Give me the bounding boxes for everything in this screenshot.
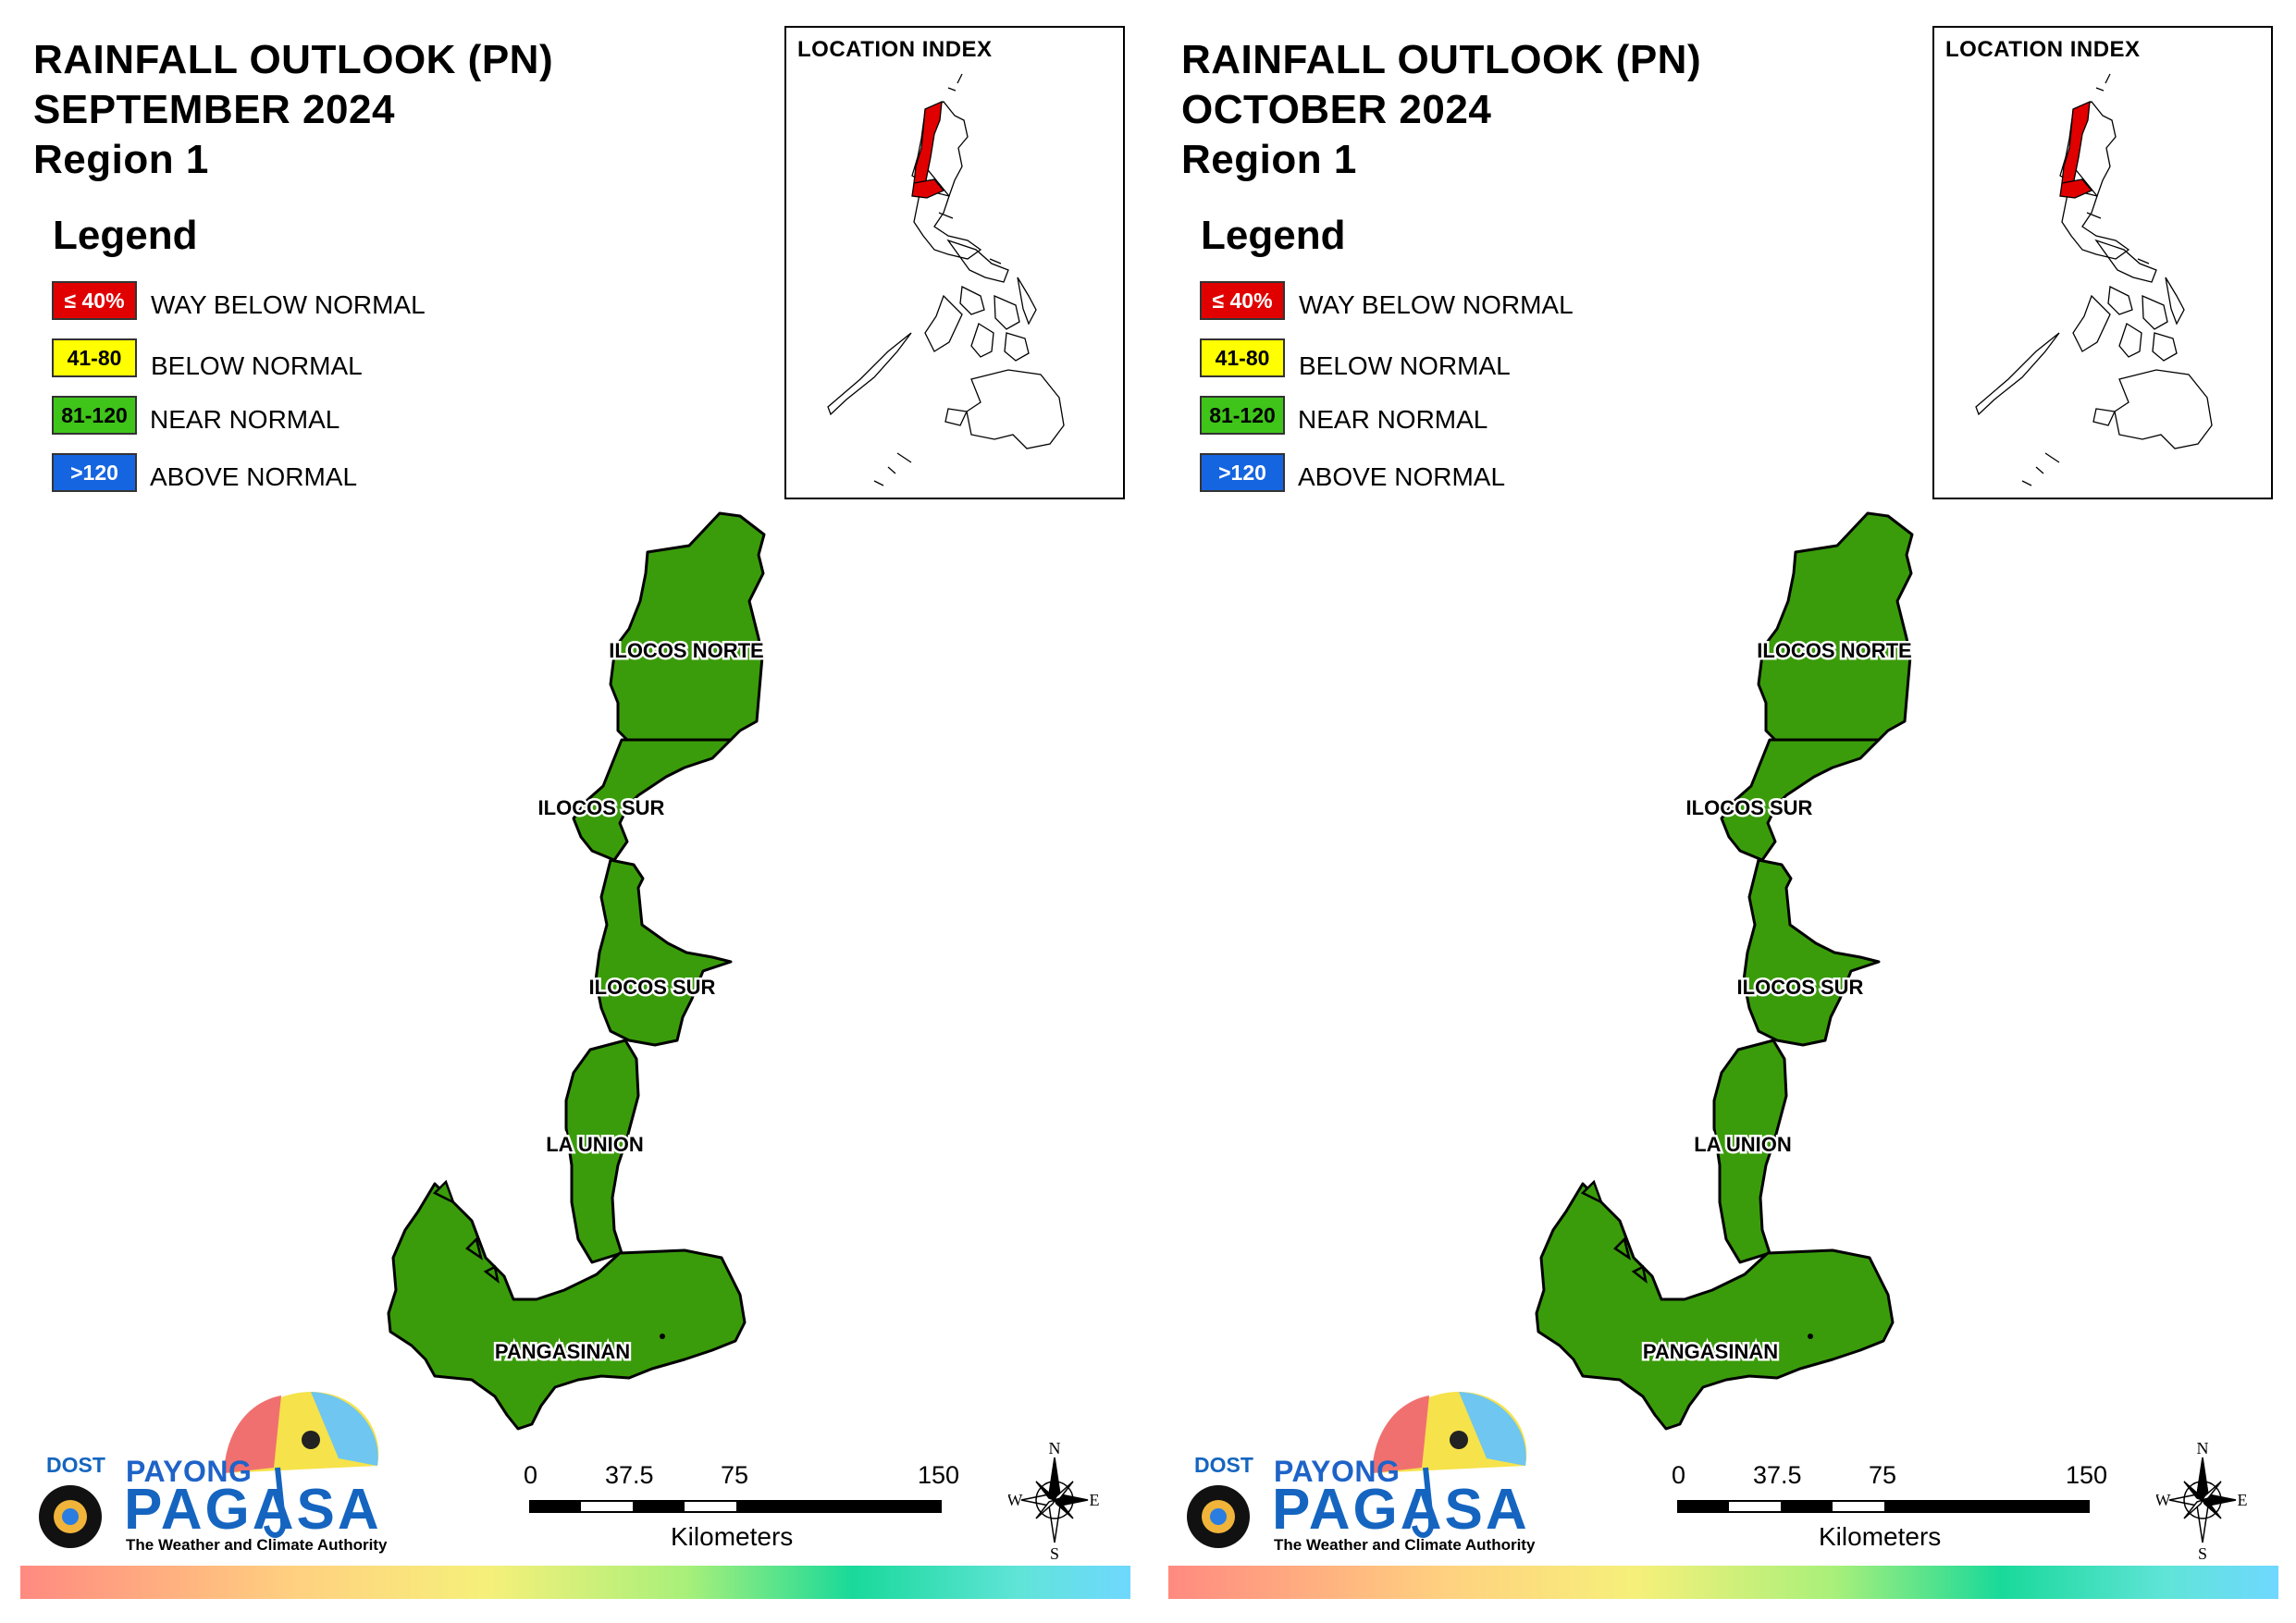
scale-bar: 0 37.5 75 150 Kilometers <box>1666 1461 2110 1563</box>
province-label: ILOCOS SUR <box>1686 796 1813 819</box>
province-label: ILOCOS SUR <box>589 976 716 999</box>
legend-label: BELOW NORMAL <box>151 351 363 380</box>
location-index: LOCATION INDEX <box>1932 26 2273 499</box>
province-label: ILOCOS SUR <box>538 796 665 819</box>
legend-swatch: 81-120 <box>1200 396 1285 435</box>
compass-n: N <box>2197 1441 2209 1457</box>
map-panel-september: RAINFALL OUTLOOK (PN) SEPTEMBER 2024 Reg… <box>20 26 1130 1599</box>
compass-e: E <box>2238 1491 2248 1509</box>
map-title: RAINFALL OUTLOOK (PN) SEPTEMBER 2024 Reg… <box>33 35 553 185</box>
location-index: LOCATION INDEX <box>784 26 1125 499</box>
scale-bar: 0 37.5 75 150 Kilometers <box>518 1461 962 1563</box>
province-label: ILOCOS NORTE <box>1757 639 1911 662</box>
title-line-3: Region 1 <box>1181 137 1357 182</box>
north-arrow-icon: N S E W <box>2156 1441 2248 1561</box>
legend-label: WAY BELOW NORMAL <box>151 290 426 319</box>
pagasa-logo: DOST PAYONG PAGASA The Weather and Clima… <box>1181 1392 1551 1558</box>
legend-label: ABOVE NORMAL <box>150 462 358 491</box>
location-index-title: LOCATION INDEX <box>797 37 993 62</box>
title-line-2: OCTOBER 2024 <box>1181 87 1492 132</box>
legend-label: WAY BELOW NORMAL <box>1299 290 1574 319</box>
province-label: PANGASINAN <box>495 1340 630 1363</box>
legend-swatch: >120 <box>52 453 137 492</box>
province-label: PANGASINAN <box>1643 1340 1778 1363</box>
province-pangasinan <box>1535 1182 1895 1431</box>
legend-swatch: >120 <box>1200 453 1285 492</box>
title-line-2: SEPTEMBER 2024 <box>33 87 395 132</box>
province-ilocos-sur-north <box>1720 738 1881 862</box>
compass-w: W <box>1008 1491 1023 1509</box>
legend-swatch: ≤ 40% <box>52 281 137 320</box>
scale-unit: Kilometers <box>1819 1522 1942 1551</box>
province-label: LA UNION <box>546 1133 644 1156</box>
scale-tick: 150 <box>2066 1461 2108 1489</box>
compass-s: S <box>2198 1544 2207 1561</box>
scale-tick: 0 <box>524 1461 538 1489</box>
payong-text: PAYONG <box>126 1455 253 1488</box>
location-index-title: LOCATION INDEX <box>1945 37 2141 62</box>
legend-title: Legend <box>53 213 198 258</box>
map-title: RAINFALL OUTLOOK (PN) OCTOBER 2024 Regio… <box>1181 35 1701 185</box>
philippines-index-map <box>1975 73 2213 486</box>
legend-label: BELOW NORMAL <box>1299 351 1511 380</box>
compass-w: W <box>2156 1491 2171 1509</box>
legend-swatch: 41-80 <box>52 338 137 377</box>
region-1-map: ILOCOS NORTE ILOCOS SUR ILOCOS SUR LA UN… <box>387 511 766 1431</box>
scale-tick: 0 <box>1672 1461 1686 1489</box>
dost-text: DOST <box>46 1453 105 1477</box>
province-ilocos-norte <box>1757 511 1914 744</box>
province-label: LA UNION <box>1694 1133 1792 1156</box>
legend-swatch: ≤ 40% <box>1200 281 1285 320</box>
dost-text: DOST <box>1194 1453 1253 1477</box>
scale-tick: 75 <box>721 1461 749 1489</box>
compass-s: S <box>1050 1544 1059 1561</box>
pagasa-logo: DOST PAYONG PAGASA The Weather and Clima… <box>33 1392 403 1558</box>
pagasa-umbrella-icon <box>39 1392 379 1548</box>
scale-bar-graphic <box>529 1500 942 1513</box>
scale-unit: Kilometers <box>671 1522 794 1551</box>
pagasa-text: PAGASA <box>124 1478 382 1542</box>
pagasa-text: PAGASA <box>1272 1478 1530 1542</box>
north-arrow-icon: N S E W <box>1008 1441 1100 1561</box>
province-label: ILOCOS NORTE <box>609 639 763 662</box>
legend-label: NEAR NORMAL <box>150 405 340 434</box>
legend-title: Legend <box>1201 213 1346 258</box>
payong-text: PAYONG <box>1274 1455 1401 1488</box>
tagline: The Weather and Climate Authority <box>1274 1536 1536 1554</box>
scale-tick: 37.5 <box>605 1461 654 1489</box>
province-ilocos-sur-south <box>594 858 733 1047</box>
compass-n: N <box>1049 1441 1061 1457</box>
legend-swatch: 81-120 <box>52 396 137 435</box>
legend-label: NEAR NORMAL <box>1298 405 1488 434</box>
scale-bar-graphic <box>1677 1500 2090 1513</box>
footer-gradient-bar <box>20 1566 1130 1599</box>
province-ilocos-sur-north <box>572 738 733 862</box>
map-panel-october: RAINFALL OUTLOOK (PN) OCTOBER 2024 Regio… <box>1148 0 2296 1623</box>
footer-gradient-bar <box>1168 1566 2278 1599</box>
scale-tick: 75 <box>1869 1461 1897 1489</box>
compass-e: E <box>1090 1491 1100 1509</box>
pagasa-umbrella-icon <box>1187 1392 1527 1548</box>
region-1-map: ILOCOS NORTE ILOCOS SUR ILOCOS SUR LA UN… <box>1535 511 1914 1431</box>
legend-label: ABOVE NORMAL <box>1298 462 1506 491</box>
scale-tick: 37.5 <box>1753 1461 1802 1489</box>
legend-swatch: 41-80 <box>1200 338 1285 377</box>
tagline: The Weather and Climate Authority <box>126 1536 388 1554</box>
province-ilocos-norte <box>609 511 766 744</box>
title-line-3: Region 1 <box>33 137 209 182</box>
scale-tick: 150 <box>918 1461 960 1489</box>
title-line-1: RAINFALL OUTLOOK (PN) <box>33 37 554 82</box>
province-ilocos-sur-south <box>1742 858 1881 1047</box>
philippines-index-map <box>827 73 1065 486</box>
province-pangasinan <box>387 1182 747 1431</box>
title-line-1: RAINFALL OUTLOOK (PN) <box>1181 37 1702 82</box>
province-label: ILOCOS SUR <box>1737 976 1864 999</box>
